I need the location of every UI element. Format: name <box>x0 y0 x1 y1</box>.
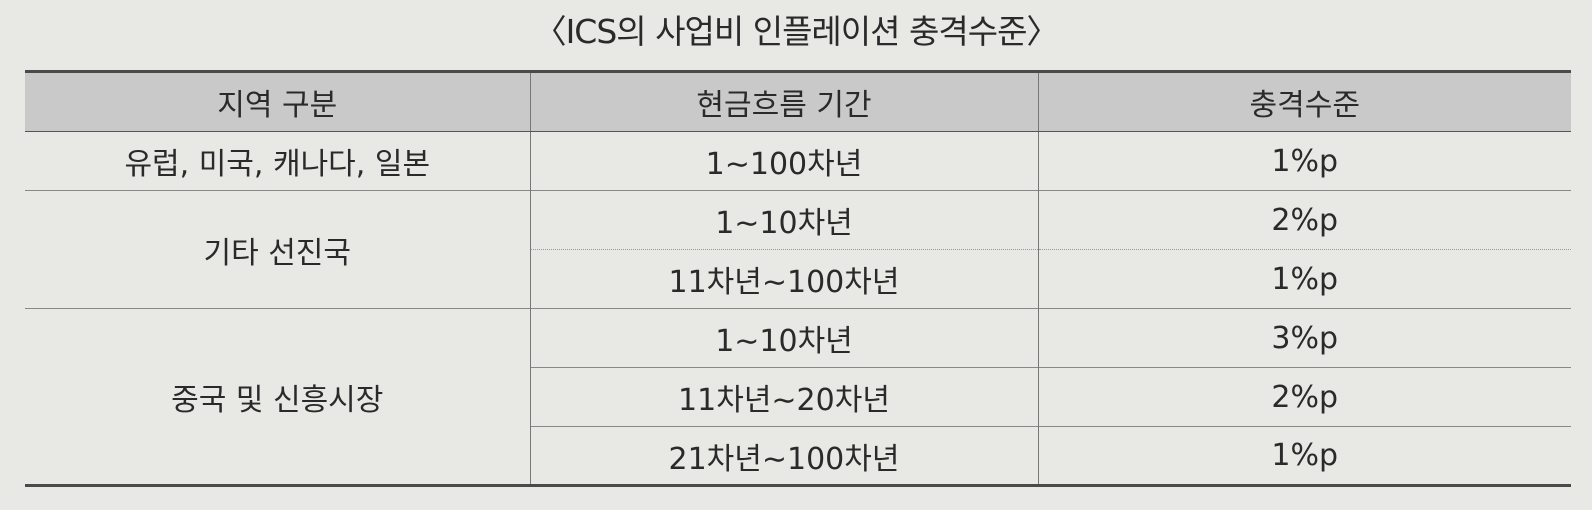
table-row: 유럽, 미국, 캐나다, 일본 1∼100차년 1%p <box>25 131 1571 191</box>
region-cell: 유럽, 미국, 캐나다, 일본 <box>25 131 530 191</box>
header-period: 현금흐름 기간 <box>529 70 1038 132</box>
table-row: 11차년∼100차년 1%p <box>25 249 1571 309</box>
table-row: 중국 및 신흥시장 1∼10차년 3%p <box>25 308 1571 487</box>
table-row: 21차년∼100차년 1%p <box>25 426 1571 487</box>
period-cell: 11차년∼20차년 <box>529 367 1038 427</box>
table-row: 11차년∼20차년 2%p <box>25 367 1571 427</box>
period-cell: 1∼10차년 <box>529 308 1038 368</box>
table-caption: 〈ICS의 사업비 인플레이션 충격수준〉 <box>533 12 1060 51</box>
shock-cell: 2%p <box>1037 367 1571 427</box>
period-cell: 1∼100차년 <box>529 131 1038 191</box>
shock-cell: 1%p <box>1037 426 1571 487</box>
shock-cell: 2%p <box>1037 190 1571 250</box>
shock-cell: 3%p <box>1037 308 1571 368</box>
table-row: 기타 선진국 1∼10차년 2%p <box>25 190 1571 309</box>
region-cell: 기타 선진국 <box>25 190 530 309</box>
region-cell: 중국 및 신흥시장 <box>25 308 530 487</box>
shock-cell: 1%p <box>1037 131 1571 191</box>
period-cell: 21차년∼100차년 <box>529 426 1038 487</box>
period-cell: 1∼10차년 <box>529 190 1038 250</box>
shock-cell: 1%p <box>1037 249 1571 309</box>
period-cell: 11차년∼100차년 <box>529 249 1038 309</box>
header-region: 지역 구분 <box>25 70 530 132</box>
header-shock: 충격수준 <box>1037 70 1571 132</box>
header-row: 지역 구분 현금흐름 기간 충격수준 <box>25 70 1571 132</box>
inflation-shock-table: 지역 구분 현금흐름 기간 충격수준 유럽, 미국, 캐나다, 일본 1∼100… <box>25 70 1571 487</box>
